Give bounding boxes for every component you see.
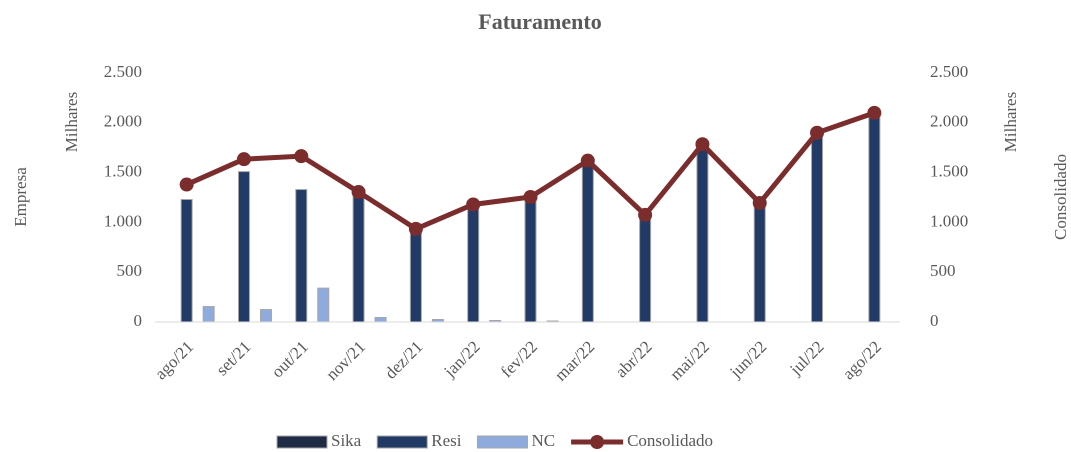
x-tick-label: ago/22 <box>839 337 885 383</box>
y2-tick-label: 0 <box>930 311 939 330</box>
y-tick-label: 2.000 <box>104 112 142 131</box>
bar <box>696 143 709 323</box>
y2-axis-unit: Milhares <box>1001 92 1020 152</box>
x-tick-label: jun/22 <box>725 337 770 382</box>
line-point <box>752 195 767 210</box>
bar <box>581 160 594 323</box>
bar <box>409 230 422 323</box>
y2-tick-label: 2.500 <box>930 62 968 81</box>
line-point <box>294 149 309 164</box>
line-point <box>351 185 366 200</box>
y-tick-label: 0 <box>134 311 143 330</box>
line-point <box>638 207 653 222</box>
line-point <box>408 221 423 236</box>
bar <box>811 132 824 323</box>
line-point <box>466 197 481 212</box>
legend-swatch <box>376 435 428 449</box>
x-tick-label: jan/22 <box>440 337 484 381</box>
legend-marker <box>590 435 605 449</box>
x-tick-label: mar/22 <box>551 337 598 384</box>
y2-tick-label: 1.500 <box>930 162 968 181</box>
y-tick-label: 1.500 <box>104 162 142 181</box>
bar <box>259 309 272 323</box>
bar <box>374 317 387 323</box>
x-tick-label: dez/21 <box>381 337 426 382</box>
line-point <box>580 153 595 168</box>
legend-label: Sika <box>331 431 362 450</box>
x-tick-label: fev/22 <box>497 337 541 381</box>
bar <box>753 202 766 323</box>
legend-swatch <box>476 435 528 449</box>
y-axis-unit: Milhares <box>62 92 81 152</box>
line-point <box>867 105 882 120</box>
y2-axis-title: Consolidado <box>1051 154 1070 240</box>
y-tick-label: 2.500 <box>104 62 142 81</box>
line-point <box>695 137 710 152</box>
legend-label: NC <box>531 431 555 450</box>
y-tick-label: 500 <box>117 261 143 280</box>
x-tick-label: abr/22 <box>612 337 656 381</box>
line-point <box>236 152 251 167</box>
legend-label: Resi <box>431 431 462 450</box>
bar <box>237 171 250 323</box>
x-tick-label: ago/21 <box>151 337 197 383</box>
bar <box>202 306 215 323</box>
x-tick-label: nov/21 <box>322 337 369 384</box>
y2-tick-label: 2.000 <box>930 112 968 131</box>
y-tick-label: 1.000 <box>104 211 142 230</box>
bar <box>639 214 652 323</box>
chart-title: Faturamento <box>478 9 601 34</box>
bar <box>868 112 881 323</box>
x-tick-label: jul/22 <box>785 337 827 379</box>
x-tick-label: out/21 <box>268 337 312 381</box>
bar <box>467 205 480 323</box>
line-point <box>810 125 825 140</box>
bar <box>295 189 308 323</box>
y2-tick-label: 1.000 <box>930 211 968 230</box>
bar <box>317 287 330 323</box>
bar <box>352 196 365 323</box>
line-point <box>523 190 538 205</box>
x-tick-label: set/21 <box>212 337 254 379</box>
line-point <box>179 177 194 192</box>
bar <box>524 197 537 323</box>
x-tick-label: mai/22 <box>666 337 713 384</box>
y-axis-title: Empresa <box>11 167 30 227</box>
bar <box>180 198 193 323</box>
legend-swatch <box>276 435 328 449</box>
y2-tick-label: 500 <box>930 261 956 280</box>
legend-label: Consolidado <box>627 431 713 450</box>
